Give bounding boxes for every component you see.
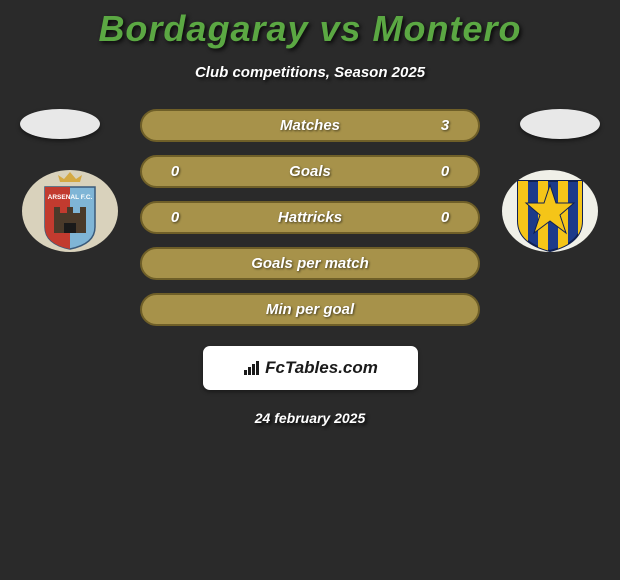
stat-label: Min per goal	[190, 301, 430, 318]
stat-label: Goals	[190, 163, 430, 180]
stat-label: Matches	[190, 117, 430, 134]
stat-row-gpm: Goals per match	[140, 247, 480, 280]
main-content: ARSENAL F.C. Matches 3 0 Goal	[0, 109, 620, 426]
stat-label: Goals per match	[190, 255, 430, 272]
team-logo-right	[500, 169, 600, 254]
stat-label: Hattricks	[190, 209, 430, 226]
stat-left-value: 0	[160, 209, 190, 226]
player-right-placeholder	[520, 109, 600, 139]
brand-text: FcTables.com	[242, 358, 378, 378]
page-title: Bordagaray vs Montero	[98, 8, 521, 50]
svg-text:ARSENAL F.C.: ARSENAL F.C.	[48, 194, 93, 201]
chart-icon	[242, 359, 262, 377]
stat-row-goals: 0 Goals 0	[140, 155, 480, 188]
stats-table: Matches 3 0 Goals 0 0 Hattricks 0 Goals …	[140, 109, 480, 326]
player-left-placeholder	[20, 109, 100, 139]
stat-right-value: 0	[430, 163, 460, 180]
subtitle: Club competitions, Season 2025	[195, 64, 425, 81]
date-text: 24 february 2025	[0, 410, 620, 426]
brand-box: FcTables.com	[203, 346, 418, 390]
stat-row-mpg: Min per goal	[140, 293, 480, 326]
stat-right-value: 3	[430, 117, 460, 134]
brand-label: FcTables.com	[265, 358, 378, 378]
stat-left-value: 0	[160, 163, 190, 180]
stat-row-hattricks: 0 Hattricks 0	[140, 201, 480, 234]
stat-row-matches: Matches 3	[140, 109, 480, 142]
stat-right-value: 0	[430, 209, 460, 226]
team-logo-left: ARSENAL F.C.	[20, 169, 120, 254]
